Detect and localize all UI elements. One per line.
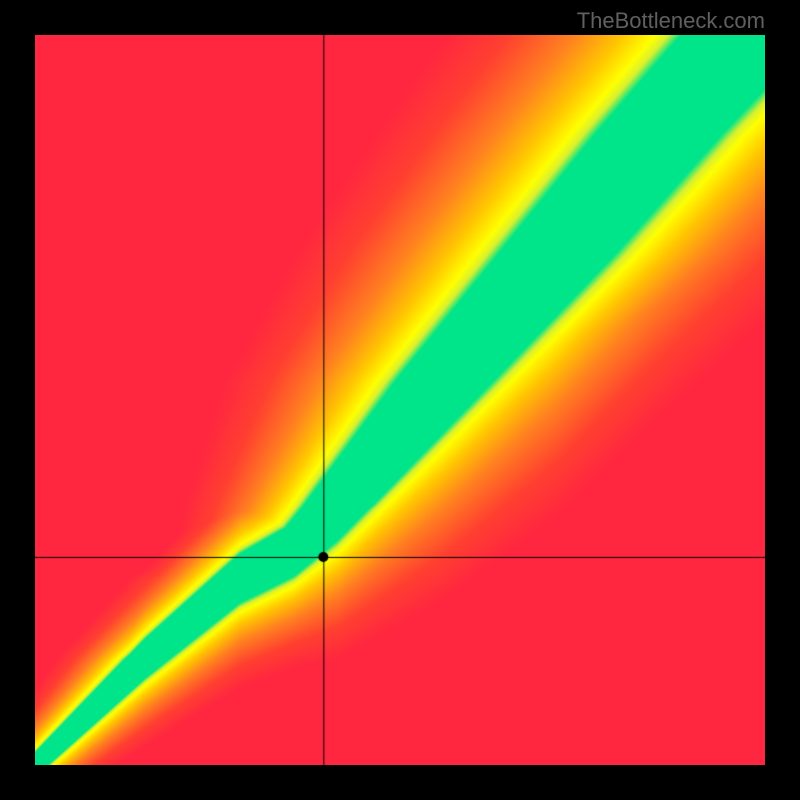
watermark-text: TheBottleneck.com [577,8,765,34]
chart-container: TheBottleneck.com [0,0,800,800]
heatmap-plot [35,35,765,765]
heatmap-canvas [35,35,765,765]
